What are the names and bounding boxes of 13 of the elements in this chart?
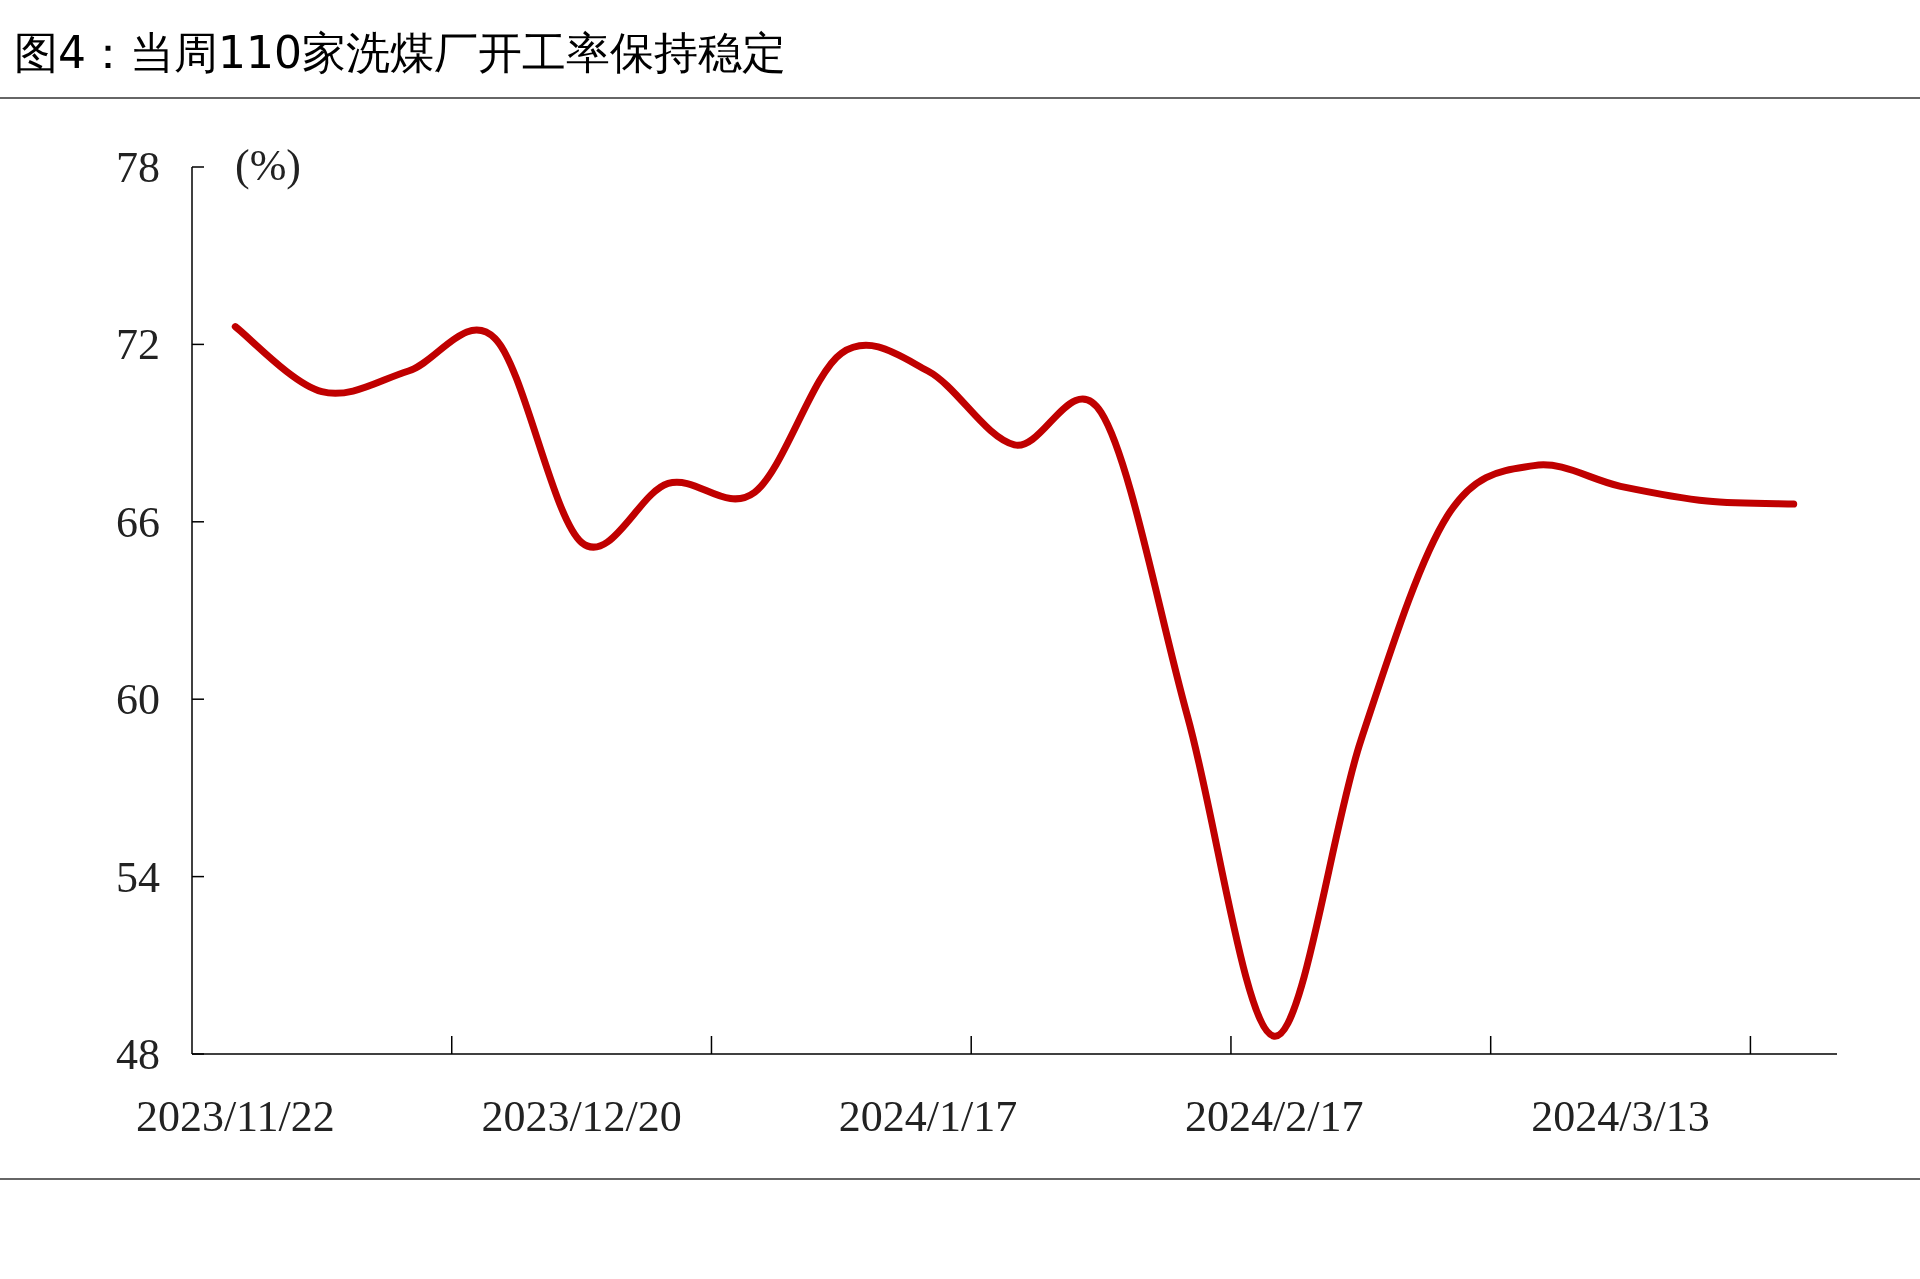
x-tick-label: 2024/1/17 (838, 1092, 1018, 1141)
x-tick-label: 2023/12/20 (481, 1092, 682, 1141)
x-tick-label: 2024/2/17 (1185, 1092, 1364, 1141)
y-tick-label: 48 (116, 1030, 160, 1079)
y-tick-label: 72 (116, 320, 160, 370)
y-tick-label: 66 (116, 497, 160, 547)
y-axis-title: (%) (235, 141, 301, 190)
x-tick-label: 2023/11/22 (135, 1092, 335, 1141)
y-tick-label: 60 (116, 675, 160, 725)
y-tick-label: 78 (116, 143, 160, 192)
y-tick-label: 54 (116, 852, 160, 902)
x-tick-label: 2024/3/13 (1531, 1092, 1710, 1141)
chart-title: 图4：当周110家洗煤厂开工率保持稳定 (14, 27, 786, 78)
